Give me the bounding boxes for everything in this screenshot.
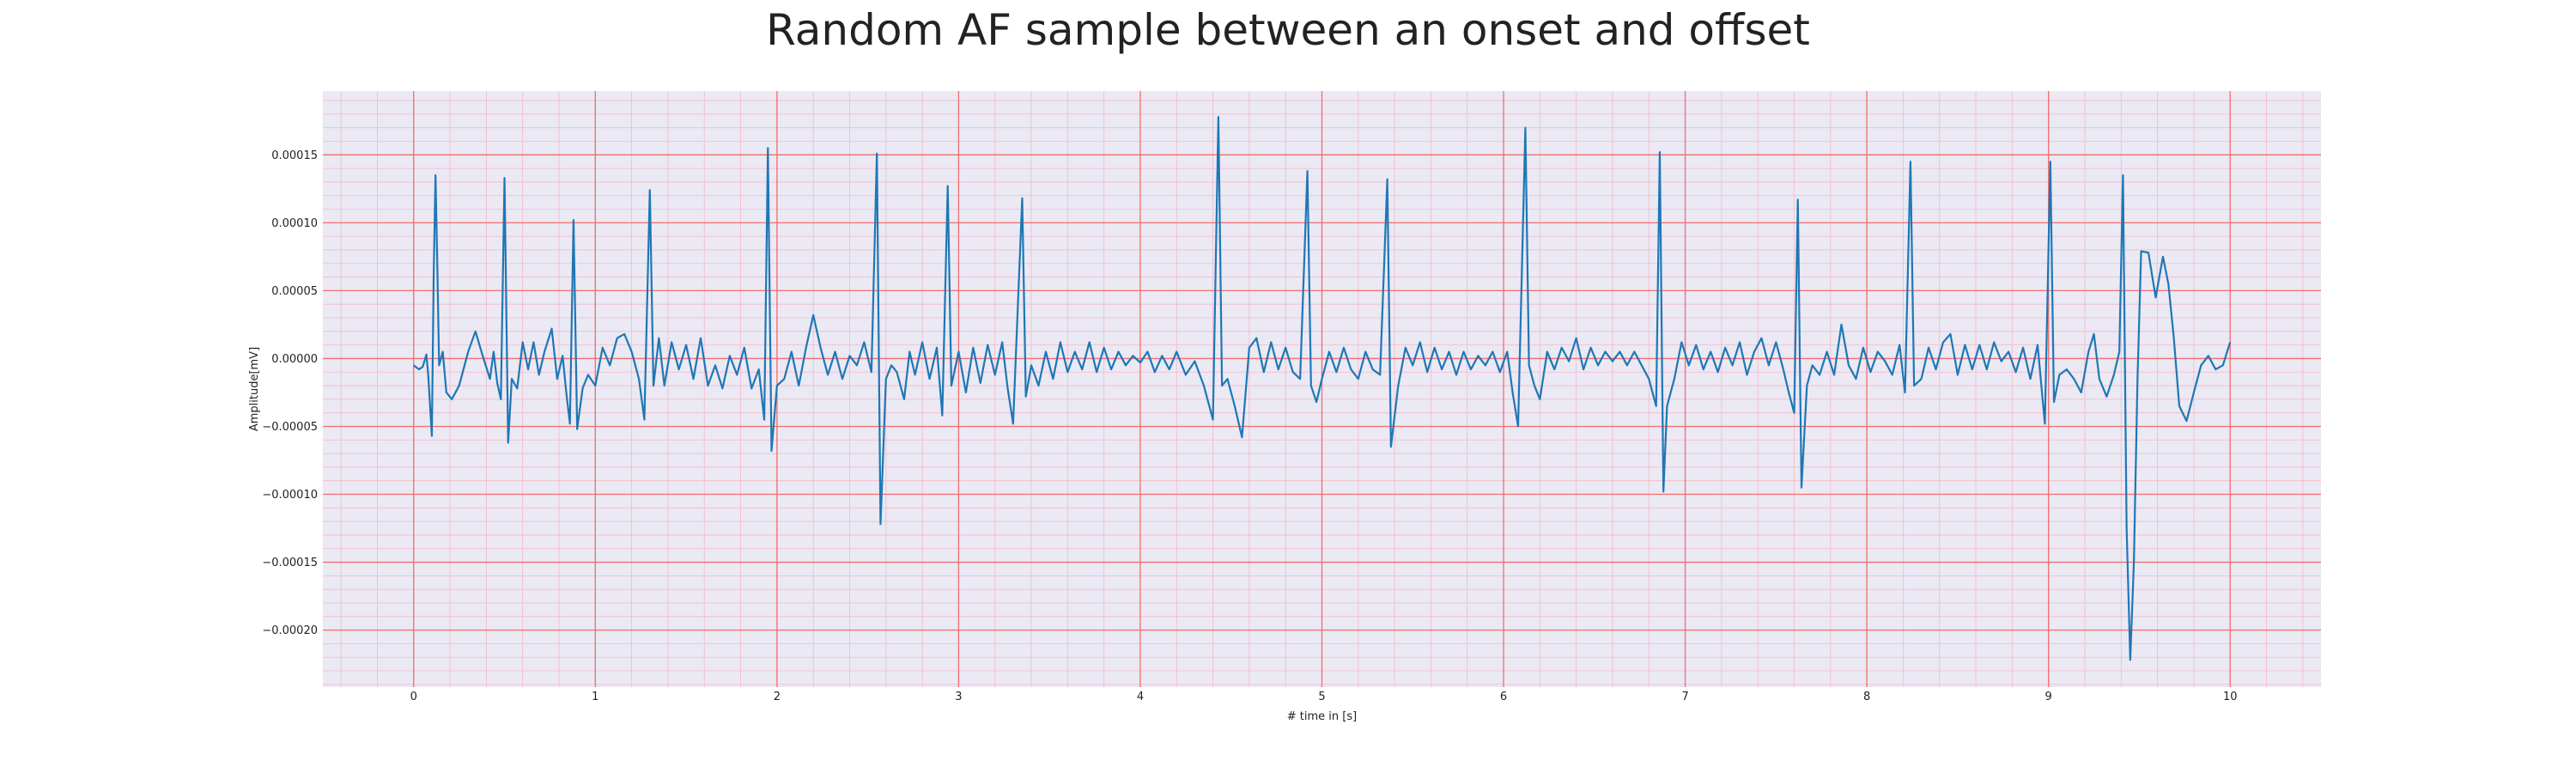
y-tick-labels: −0.00020 −0.00015 −0.00010 −0.00005 0.00000 0… bbox=[262, 149, 318, 637]
y-tick-label: −0.00010 bbox=[262, 489, 318, 502]
x-tick-labels: 0 1 2 3 4 5 6 7 8 9 10 bbox=[410, 691, 2238, 703]
y-tick-label: −0.00015 bbox=[262, 557, 318, 569]
y-tick-label: −0.00020 bbox=[262, 624, 318, 637]
x-tick-label: 0 bbox=[410, 691, 417, 703]
x-tick-label: 8 bbox=[1863, 691, 1870, 703]
y-tick-label: 0.00000 bbox=[271, 353, 318, 366]
x-tick-label: 1 bbox=[592, 691, 598, 703]
x-tick-label: 10 bbox=[2223, 691, 2238, 703]
x-tick-label: 7 bbox=[1681, 691, 1688, 703]
y-tick-label: −0.00005 bbox=[262, 421, 318, 434]
y-tick-label: 0.00015 bbox=[271, 149, 318, 162]
y-tick-label: 0.00005 bbox=[271, 285, 318, 298]
x-tick-label: 6 bbox=[1500, 691, 1507, 703]
x-axis-label: # time in [s] bbox=[1287, 710, 1357, 723]
x-tick-label: 9 bbox=[2045, 691, 2052, 703]
x-tick-label: 2 bbox=[774, 691, 781, 703]
x-tick-label: 5 bbox=[1318, 691, 1325, 703]
x-tick-label: 4 bbox=[1137, 691, 1144, 703]
x-tick-label: 3 bbox=[955, 691, 962, 703]
y-tick-label: 0.00010 bbox=[271, 217, 318, 230]
y-axis-label: Amplitude[mV] bbox=[248, 347, 261, 431]
